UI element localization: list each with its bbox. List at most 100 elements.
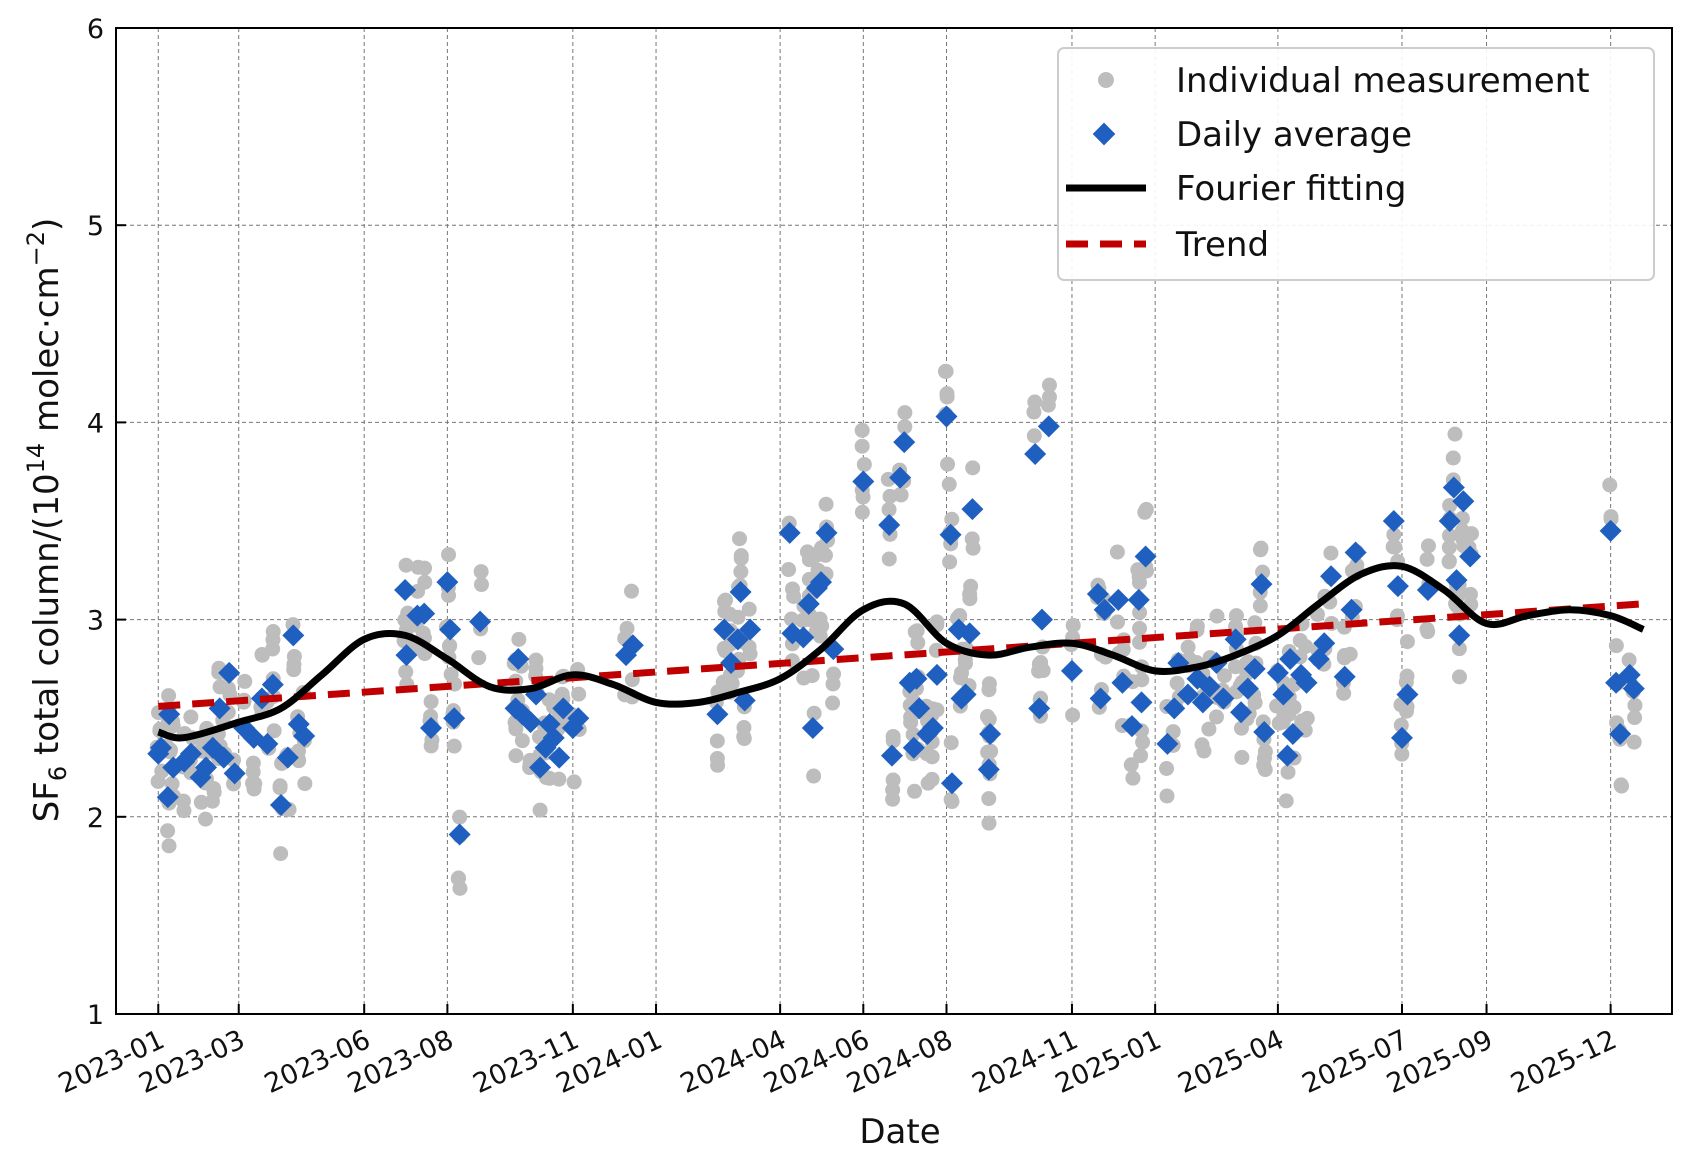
daily-average-point <box>797 592 820 615</box>
measurement-point <box>981 682 997 698</box>
measurement-point <box>1109 544 1125 560</box>
measurement-point <box>1257 762 1273 778</box>
measurement-point <box>183 709 199 725</box>
daily-average-point <box>1089 687 1112 710</box>
daily-average-point <box>1212 687 1235 710</box>
daily-average-point <box>507 648 530 671</box>
measurement-point <box>854 422 870 438</box>
daily-average-point <box>261 673 284 696</box>
measurement-point <box>741 639 757 655</box>
daily-average-point <box>293 724 316 747</box>
measurement-point <box>161 688 177 704</box>
measurement-point <box>1451 641 1467 657</box>
measurement-point <box>905 727 921 743</box>
fourier-fitting-line <box>157 562 1645 742</box>
measurement-point <box>273 846 289 862</box>
measurement-point <box>1041 377 1057 393</box>
daily-average-point <box>1295 671 1318 694</box>
measurement-point <box>929 702 945 718</box>
measurement-point <box>1445 450 1461 466</box>
measurement-point <box>511 631 527 647</box>
daily-average-point <box>1130 691 1153 714</box>
daily-average-point <box>902 736 925 759</box>
daily-average-point <box>1344 541 1367 564</box>
measurement-point <box>571 686 587 702</box>
measurement-point <box>929 614 945 630</box>
daily-average-point <box>935 405 958 428</box>
daily-average-point <box>156 786 179 809</box>
measurement-point <box>398 557 414 573</box>
daily-average-point <box>726 628 749 651</box>
measurement-point <box>1342 646 1358 662</box>
measurement-point <box>198 811 214 827</box>
measurement-point <box>1040 397 1056 413</box>
measurement-point <box>907 783 923 799</box>
measurement-point <box>554 686 570 702</box>
daily-average-point <box>1191 691 1214 714</box>
measurement-point <box>944 794 960 810</box>
daily-average-point <box>1333 665 1356 688</box>
daily-average-point <box>1243 657 1266 680</box>
daily-average-point <box>1442 476 1465 499</box>
measurement-point <box>1621 652 1637 668</box>
y-axis-title: SF6 total column/(1014 molec·cm−2) <box>22 218 72 823</box>
measurement-point <box>1196 743 1212 759</box>
daily-average-point <box>276 746 299 769</box>
measurement-point <box>1125 770 1141 786</box>
measurement-point <box>1441 553 1457 569</box>
measurement-point <box>566 774 582 790</box>
y-tick-label: 4 <box>87 408 104 439</box>
measurement-point <box>1387 539 1403 555</box>
measurement-point <box>1420 624 1436 640</box>
measurement-point <box>266 723 282 739</box>
measurement-point <box>944 511 960 527</box>
daily-average-point <box>925 663 948 686</box>
measurement-point <box>442 638 458 654</box>
measurement-point <box>812 611 828 627</box>
measurement-point <box>709 733 725 749</box>
measurement-point <box>924 771 940 787</box>
daily-average-point <box>542 726 565 749</box>
measurement-point <box>473 564 489 580</box>
daily-average-point <box>739 618 762 641</box>
daily-average-point <box>150 736 173 759</box>
x-axis-title: Date <box>859 1112 940 1152</box>
measurement-point <box>957 655 973 671</box>
daily-average-point <box>801 717 824 740</box>
measurement-point <box>246 781 262 797</box>
legend-label-fourier: Fourier fitting <box>1176 169 1406 209</box>
legend-label-individual: Individual measurement <box>1176 61 1590 101</box>
measurement-point <box>161 838 177 854</box>
x-tick-label: 2025-12 <box>1506 1024 1621 1100</box>
daily-average-point <box>218 661 241 684</box>
measurement-point <box>1180 639 1196 655</box>
legend-label-daily: Daily average <box>1176 115 1412 155</box>
measurement-point <box>1627 710 1643 726</box>
measurement-point <box>806 768 822 784</box>
daily-average-point <box>1176 683 1199 706</box>
daily-average-point <box>195 756 218 779</box>
measurement-point <box>741 601 757 617</box>
daily-average-point <box>1156 732 1179 755</box>
daily-average-point <box>1386 575 1409 598</box>
measurement-point <box>812 628 828 644</box>
daily-average-point <box>1253 721 1276 744</box>
daily-average-point <box>529 756 552 779</box>
daily-average-point <box>270 793 293 816</box>
measurement-point <box>1065 617 1081 633</box>
measurement-point <box>806 705 822 721</box>
daily-average-point <box>469 610 492 633</box>
daily-average-point <box>1037 415 1060 438</box>
measurement-point <box>981 711 997 727</box>
measurement-point <box>965 460 981 476</box>
measurement-point <box>1447 426 1463 442</box>
measurement-point <box>1398 703 1414 719</box>
y-tick-label: 2 <box>87 803 104 834</box>
measurement-point <box>724 675 740 691</box>
measurement-point <box>1280 764 1296 780</box>
daily-average-point <box>1127 588 1150 611</box>
measurement-point <box>963 578 979 594</box>
daily-average-point <box>1340 598 1363 621</box>
measurement-point <box>1298 638 1314 654</box>
measurement-point <box>1299 710 1315 726</box>
